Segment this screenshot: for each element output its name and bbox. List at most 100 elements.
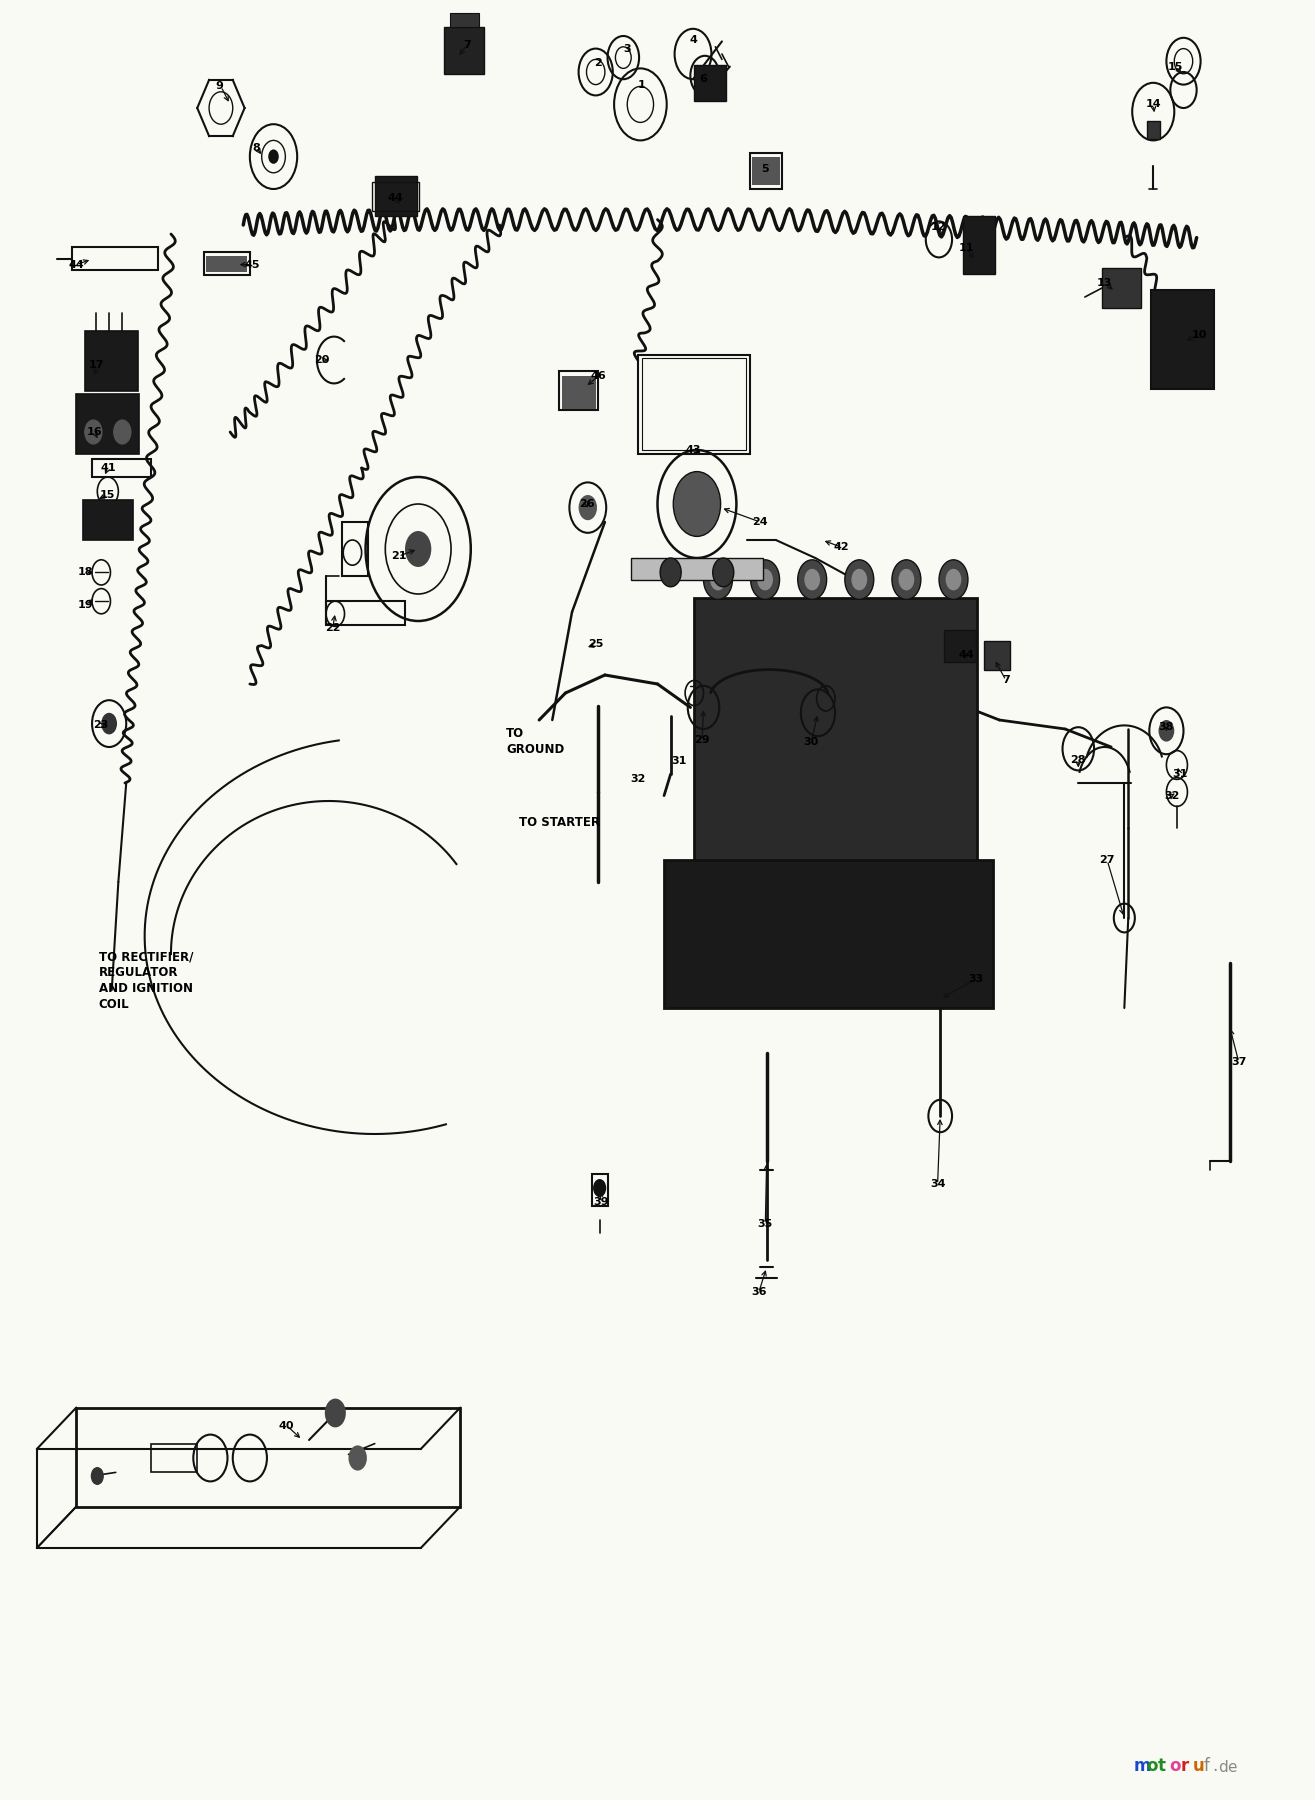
- Text: TO
GROUND: TO GROUND: [506, 727, 564, 756]
- Text: 7: 7: [463, 40, 471, 50]
- Circle shape: [945, 569, 961, 590]
- Bar: [85, 331, 138, 391]
- Text: 38: 38: [1159, 722, 1174, 733]
- Bar: [1147, 121, 1160, 139]
- Text: 19: 19: [78, 599, 93, 610]
- Circle shape: [84, 419, 103, 445]
- Circle shape: [348, 1445, 367, 1471]
- Circle shape: [113, 419, 132, 445]
- Text: 25: 25: [588, 639, 604, 650]
- Text: 15: 15: [1168, 61, 1184, 72]
- Circle shape: [704, 560, 732, 599]
- Bar: [1151, 290, 1214, 389]
- Text: 6: 6: [700, 74, 707, 85]
- Text: 21: 21: [391, 551, 406, 562]
- Circle shape: [710, 569, 726, 590]
- Bar: [204, 252, 250, 275]
- Text: TO RECTIFIER/
REGULATOR
AND IGNITION
COIL: TO RECTIFIER/ REGULATOR AND IGNITION COI…: [99, 950, 193, 1012]
- Bar: [562, 376, 596, 409]
- Text: 32: 32: [1164, 790, 1180, 801]
- Bar: [752, 157, 780, 185]
- Text: o: o: [1145, 1757, 1157, 1775]
- Text: 31: 31: [671, 756, 686, 767]
- Text: 22: 22: [325, 623, 341, 634]
- Text: u: u: [1193, 1757, 1205, 1775]
- Text: 9: 9: [216, 81, 224, 92]
- Text: 44: 44: [959, 650, 974, 661]
- Bar: [664, 860, 993, 1008]
- Text: 41: 41: [100, 463, 116, 473]
- Text: 42: 42: [834, 542, 849, 553]
- Bar: [92, 459, 151, 477]
- Text: 15: 15: [100, 490, 116, 500]
- Text: 3: 3: [623, 43, 631, 54]
- Circle shape: [805, 569, 821, 590]
- Text: 32: 32: [630, 774, 646, 785]
- Text: e: e: [1227, 1760, 1236, 1775]
- Text: 10: 10: [1191, 329, 1207, 340]
- Bar: [375, 176, 417, 216]
- Text: r: r: [1181, 1757, 1189, 1775]
- Text: 16: 16: [87, 427, 103, 437]
- Text: 28: 28: [1070, 754, 1086, 765]
- Bar: [76, 1408, 460, 1507]
- Text: 29: 29: [694, 734, 710, 745]
- Bar: [151, 1444, 197, 1472]
- Text: 33: 33: [968, 974, 984, 985]
- Text: 31: 31: [1172, 769, 1187, 779]
- Bar: [1102, 268, 1141, 308]
- Bar: [638, 355, 750, 454]
- Bar: [631, 558, 763, 580]
- Text: 20: 20: [314, 355, 330, 365]
- Text: 44: 44: [68, 259, 84, 270]
- Circle shape: [844, 560, 873, 599]
- Text: 44: 44: [388, 193, 404, 203]
- Text: 5: 5: [761, 164, 769, 175]
- Text: 17: 17: [88, 360, 104, 371]
- Bar: [444, 27, 484, 74]
- Text: t: t: [1157, 1757, 1166, 1775]
- Circle shape: [757, 569, 773, 590]
- Circle shape: [579, 495, 597, 520]
- Text: 30: 30: [803, 736, 819, 747]
- Text: 24: 24: [752, 517, 768, 527]
- Bar: [450, 13, 479, 27]
- Text: TO STARTER: TO STARTER: [519, 815, 601, 830]
- Text: 36: 36: [751, 1287, 767, 1298]
- Text: 43: 43: [685, 445, 701, 455]
- Text: 26: 26: [579, 499, 594, 509]
- Circle shape: [713, 558, 734, 587]
- Text: 1: 1: [638, 79, 646, 90]
- Bar: [984, 641, 1010, 670]
- Text: d: d: [1218, 1760, 1228, 1775]
- Text: 23: 23: [93, 720, 109, 731]
- Bar: [592, 1174, 608, 1206]
- Circle shape: [660, 558, 681, 587]
- Bar: [944, 630, 976, 662]
- Circle shape: [91, 1467, 104, 1485]
- Circle shape: [892, 560, 920, 599]
- Text: o: o: [1169, 1757, 1181, 1775]
- Text: 4: 4: [689, 34, 697, 45]
- Text: 35: 35: [757, 1219, 773, 1229]
- Bar: [76, 394, 139, 454]
- Circle shape: [798, 560, 827, 599]
- Circle shape: [405, 531, 431, 567]
- Circle shape: [325, 1399, 346, 1427]
- Circle shape: [268, 149, 279, 164]
- Circle shape: [751, 560, 780, 599]
- Text: 45: 45: [245, 259, 260, 270]
- Bar: [83, 500, 133, 540]
- Text: 34: 34: [930, 1179, 945, 1190]
- Bar: [642, 358, 746, 450]
- Text: 8: 8: [252, 142, 260, 153]
- Text: 7: 7: [1002, 675, 1010, 686]
- Text: 46: 46: [590, 371, 606, 382]
- Text: 12: 12: [931, 221, 947, 232]
- Text: 39: 39: [593, 1197, 609, 1208]
- Circle shape: [851, 569, 867, 590]
- Circle shape: [1159, 720, 1174, 742]
- Bar: [694, 598, 977, 864]
- Circle shape: [939, 560, 968, 599]
- Text: 13: 13: [1097, 277, 1112, 288]
